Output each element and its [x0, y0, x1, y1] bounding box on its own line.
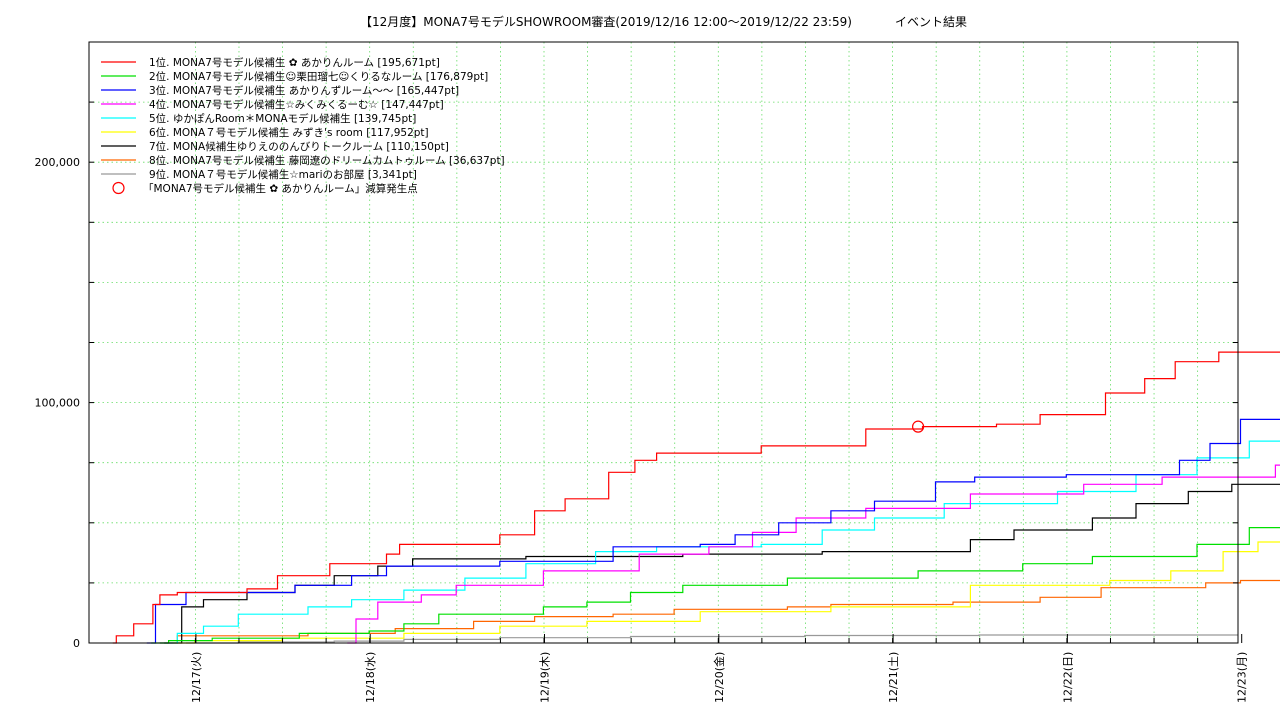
series-line: [159, 440, 1280, 644]
legend-label: 3位. MONA7号モデル候補生 あかりんずルーム〜〜 [165,447pt]: [149, 84, 459, 97]
y-tick-label: 200,000: [35, 156, 81, 169]
series-line: [173, 541, 1280, 644]
series-lines: [112, 351, 1280, 644]
legend-label: 8位. MONA7号モデル候補生 藤岡遼のドリームカムトゥルーム [36,637…: [149, 154, 505, 167]
series-line: [151, 527, 1280, 644]
series-line: [164, 483, 1280, 644]
x-tick-labels: 12/17(火) 12/18(水) 12/19(木) 12/20(金) 12/21(土)…: [190, 652, 1249, 703]
series-line: [146, 418, 1280, 644]
legend-label: 4位. MONA7号モデル候補生☆みくみくるーむ☆ [147,447pt]: [149, 98, 444, 111]
x-tick-label: 12/19(木): [539, 652, 552, 703]
x-tick-label: 12/23(月): [1236, 652, 1249, 703]
y-tick-label: 100,000: [35, 397, 81, 410]
legend-label: 1位. MONA7号モデル候補生 ✿ あかりんルーム [195,671pt]: [149, 56, 440, 69]
event-marker: [911, 420, 925, 433]
legend-label: 6位. MONA７号モデル候補生 みずき's room [117,952pt]: [149, 126, 429, 139]
legend-label: 9位. MONA７号モデル候補生☆mariのお部屋 [3,341pt]: [149, 168, 417, 181]
legend-label: 7位. MONA候補生ゆりえののんびりトークルーム [110,150pt]: [149, 140, 449, 153]
legend-label: 5位. ゆかぽんRoom＊MONAモデル候補生 [139,745pt]: [149, 112, 416, 125]
series-line: [159, 579, 1280, 644]
chart-title: 【12月度】MONA7号モデルSHOWROOM審査(2019/12/16 12:…: [360, 14, 852, 29]
x-tick-label: 12/21(土): [887, 652, 900, 703]
x-tick-label: 12/18(水): [364, 652, 377, 703]
x-tick-label: 12/17(火): [190, 652, 203, 703]
legend-label: 2位. MONA7号モデル候補生☺栗田瑠七☺くりるなルーム [176,879pt…: [149, 70, 488, 83]
legend-marker: [112, 181, 125, 195]
y-tick-label: 0: [73, 637, 80, 650]
axis-ticks: [89, 101, 1243, 643]
x-tick-label: 12/20(金): [712, 652, 726, 703]
legend-label: 「MONA7号モデル候補生 ✿ あかりんルーム」減算発生点: [143, 182, 418, 195]
series-line: [186, 634, 1238, 644]
series-line: [347, 464, 1280, 644]
chart-subtitle: イベント結果: [895, 15, 967, 29]
x-tick-label: 12/22(日): [1061, 652, 1074, 703]
y-tick-labels: 0 100,000 200,000: [35, 156, 81, 650]
event-markers: [911, 420, 925, 433]
grid-lines: [89, 42, 1238, 643]
series-line: [112, 351, 1280, 644]
legend: 1位. MONA7号モデル候補生 ✿ あかりんルーム [195,671pt]2位…: [101, 56, 505, 195]
